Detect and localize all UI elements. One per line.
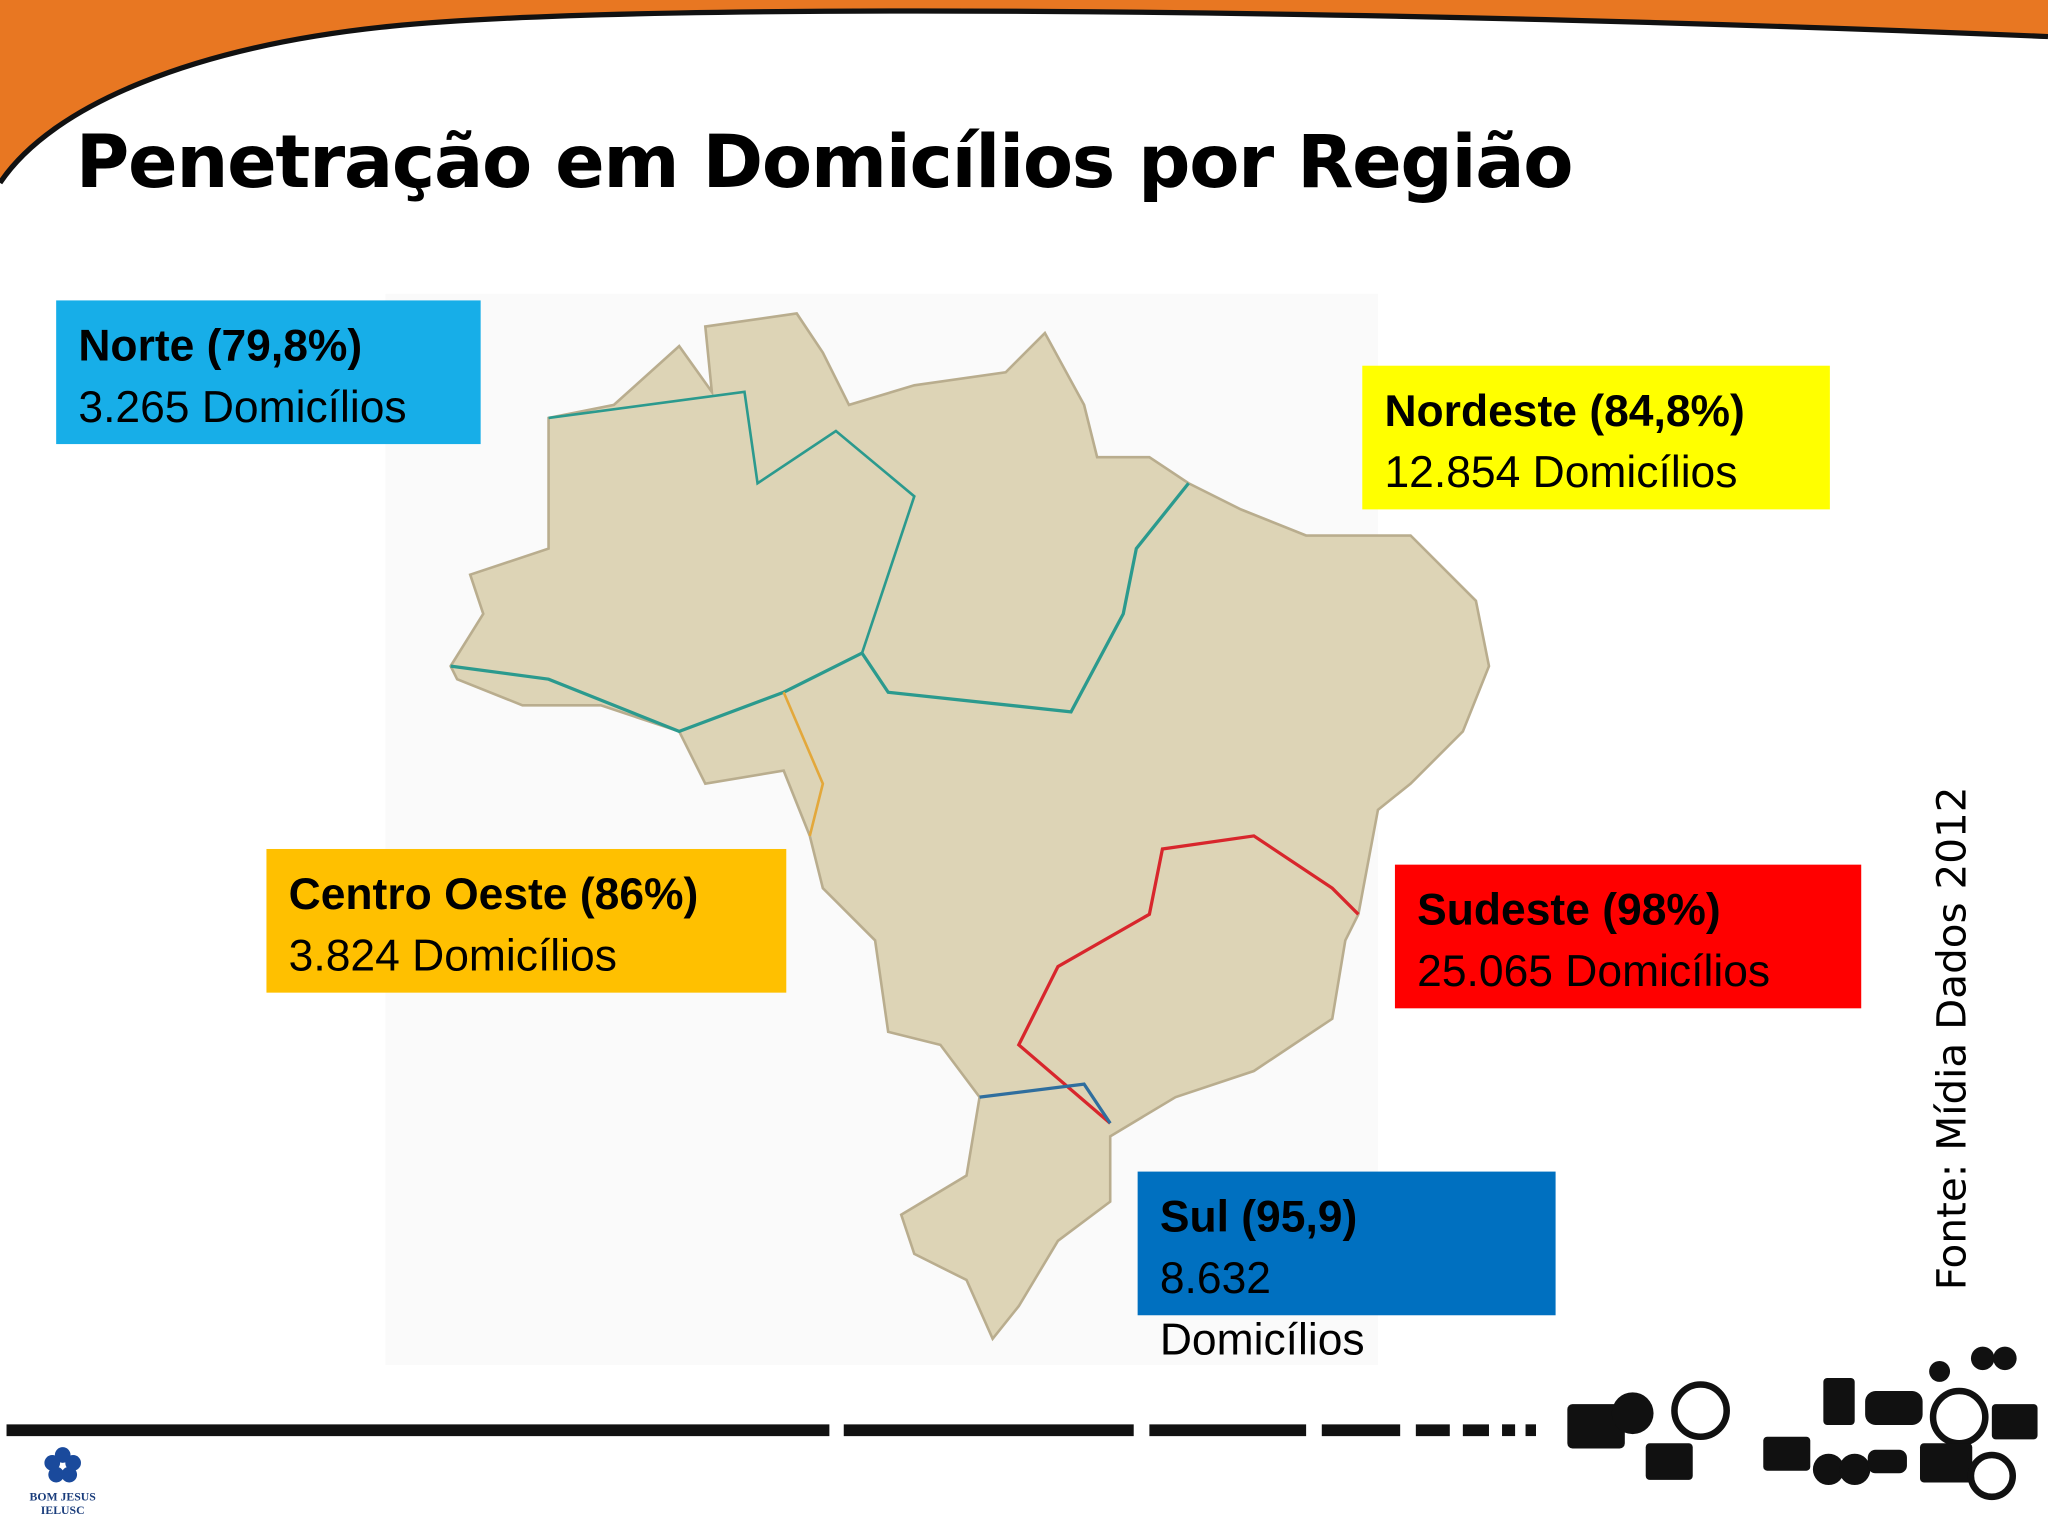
region-name: Sul (95,9) [1159,1192,1358,1243]
region-box [1137,1171,1556,1316]
region-box: Norte (79,8%) 3.265 Domicílios [56,300,481,445]
source-note: Fonte: Mídia Dados 2012 [1929,786,1977,1291]
region-households: 8.632 Domicílios [1159,1253,1365,1365]
south-lines [979,1082,1112,1125]
header-swoosh [0,0,2048,183]
northeast-centerwest-lines [782,691,825,837]
region-box: Centro Oeste (86%) 3.824 Domicílios [266,848,787,993]
region-name: Nordeste (84,8%) [1384,386,1745,437]
region-households: 25.065 Domicílios [1417,946,1771,997]
logo: BOM JESUS IELUSC [24,1490,102,1516]
media-icons [1567,1346,2038,1501]
region-name: Norte (79,8%) [78,321,363,371]
north-border [450,482,1190,734]
region-name: Sudeste (98%) [1417,885,1721,936]
region-households: 3.824 Domicílios [288,931,617,981]
north-state-lines [548,390,916,654]
logo-line: IELUSC [40,1503,85,1517]
logo-mark [44,1447,81,1483]
region-box: Nordeste (84,8%) 12.854 Domicílios [1362,365,1830,510]
region-households: 3.265 Domicílios [78,382,407,433]
southeast-lines [1016,834,1360,1125]
region-households: 12.854 Domicílios [1384,447,1738,498]
header-curve [0,8,2048,185]
region-box: Sudeste (98%) 25.065 Domicílios [1394,864,1862,1009]
region-box-text: Sul (95,9) 8.632 Domicílios [1138,1172,1399,1372]
region-name: Centro Oeste (86%) [288,869,699,920]
logo-line: BOM JESUS [29,1490,96,1504]
slide-title: Penetração em Domicílios por Região [75,120,1574,206]
